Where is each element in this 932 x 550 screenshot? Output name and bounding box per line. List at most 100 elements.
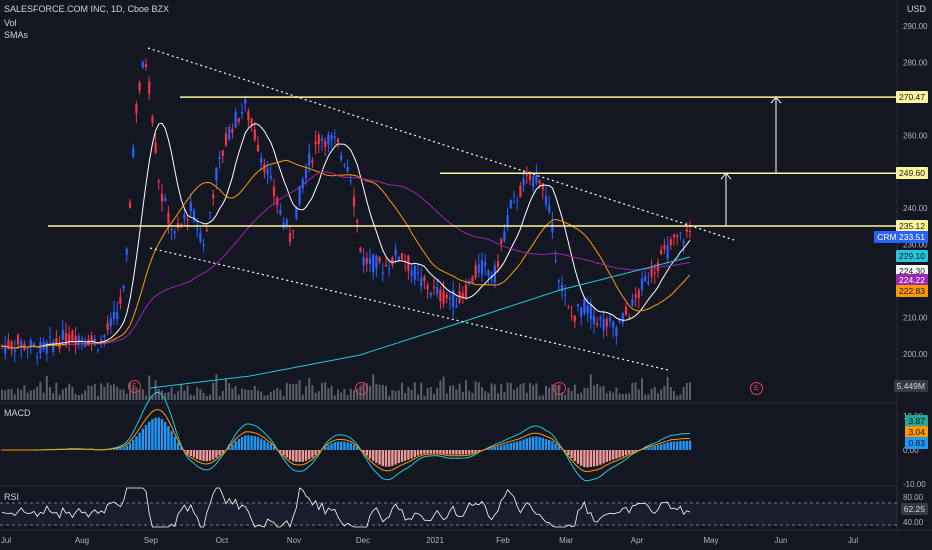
macd-histogram-bar xyxy=(372,450,375,461)
macd-histogram-bar xyxy=(135,436,138,450)
volume-bar xyxy=(260,391,263,400)
candle xyxy=(26,348,29,350)
macd-label[interactable]: MACD xyxy=(4,408,31,418)
volume-bar xyxy=(625,393,627,400)
volume-bar xyxy=(676,395,679,400)
earnings-marker[interactable]: E xyxy=(128,380,141,393)
volume-bar xyxy=(509,383,512,400)
volume-bar xyxy=(151,395,154,400)
candle xyxy=(688,230,692,232)
time-axis-tick: Jul xyxy=(848,536,858,545)
macd-histogram-bar xyxy=(605,450,608,462)
macd-histogram-bar xyxy=(551,441,554,450)
macd-histogram-bar xyxy=(148,421,151,450)
price-axis-tick: 230.00 xyxy=(903,241,928,250)
volume-bar xyxy=(173,394,176,400)
volume-bar xyxy=(333,395,336,400)
candle xyxy=(314,141,317,145)
smas-label[interactable]: SMAs xyxy=(4,30,29,40)
volume-bar xyxy=(461,392,464,400)
rsi-label[interactable]: RSI xyxy=(4,492,20,502)
earnings-marker[interactable]: E xyxy=(355,382,368,395)
candle xyxy=(45,342,48,354)
earnings-marker[interactable]: E xyxy=(553,382,566,395)
volume-bar xyxy=(145,395,147,400)
macd-value-label: 0.83 xyxy=(905,437,928,449)
candle xyxy=(228,126,231,140)
macd-histogram-bar xyxy=(237,438,240,450)
macd-histogram-bar xyxy=(109,449,112,450)
macd-histogram-bar xyxy=(384,450,388,467)
candle xyxy=(653,272,656,274)
candle xyxy=(250,118,253,127)
candle xyxy=(205,229,208,232)
volume-bar xyxy=(644,394,647,400)
macd-histogram-bar xyxy=(125,445,128,450)
candle xyxy=(586,305,589,314)
macd-histogram-bar xyxy=(228,447,231,450)
volume-bar xyxy=(452,385,455,400)
candle xyxy=(685,229,688,232)
earnings-marker[interactable]: E xyxy=(750,382,763,395)
macd-histogram-bar xyxy=(208,450,212,461)
candle xyxy=(388,268,391,270)
price-axis-tick: 290.00 xyxy=(903,22,928,31)
macd-axis-tick: 0.00 xyxy=(903,446,919,455)
volume-bar xyxy=(135,387,138,400)
volume-bar xyxy=(45,375,48,400)
rsi-line xyxy=(1,487,691,529)
candle xyxy=(365,258,368,264)
macd-histogram-bar xyxy=(279,450,282,453)
volume-bar xyxy=(484,391,487,400)
volume-bar xyxy=(116,386,119,400)
price-axis-label: 229.10 xyxy=(896,249,928,262)
macd-histogram-bar xyxy=(381,450,384,467)
macd-histogram-bar xyxy=(253,436,256,450)
candle xyxy=(256,144,260,152)
macd-histogram-bar xyxy=(688,440,692,450)
volume-bar xyxy=(564,394,567,400)
volume-bar xyxy=(525,392,528,400)
macd-histogram-bar xyxy=(522,439,525,450)
candle xyxy=(308,153,311,166)
candle xyxy=(580,307,583,317)
candle xyxy=(119,297,122,304)
macd-histogram-bar xyxy=(154,417,157,450)
price-axis-label: 224.22 xyxy=(896,273,928,286)
candle xyxy=(263,163,266,173)
volume-bar xyxy=(570,390,573,400)
candle xyxy=(448,297,452,300)
time-axis-tick: Jul xyxy=(1,536,11,545)
volume-bar xyxy=(429,387,432,400)
candle xyxy=(55,338,58,344)
volume-bar xyxy=(109,384,112,400)
volume-label[interactable]: Vol xyxy=(4,18,17,28)
macd-histogram-bar xyxy=(461,450,464,455)
candle xyxy=(541,183,544,190)
macd-histogram-bar xyxy=(138,432,141,450)
macd-histogram-bar xyxy=(621,450,624,457)
macd-histogram-bar xyxy=(528,437,532,450)
macd-histogram-bar xyxy=(192,450,196,458)
volume-bar xyxy=(404,392,407,400)
volume-bar xyxy=(164,393,167,400)
volume-bar xyxy=(42,392,45,400)
macd-histogram-bar xyxy=(410,450,413,459)
volume-bar xyxy=(657,393,659,400)
macd-histogram-bar xyxy=(426,450,429,454)
volume-bar xyxy=(55,382,58,400)
candle xyxy=(631,299,634,306)
volume-bar xyxy=(13,394,16,400)
candle xyxy=(292,230,295,232)
macd-histogram-bar xyxy=(189,450,192,457)
volume-bar xyxy=(669,387,672,400)
volume-bar xyxy=(532,385,535,400)
macd-histogram-bar xyxy=(679,441,682,450)
macd-histogram-bar xyxy=(314,450,317,456)
macd-histogram-bar xyxy=(586,450,589,468)
candle xyxy=(167,212,170,224)
macd-histogram-bar xyxy=(618,450,621,458)
macd-histogram-bar xyxy=(455,450,458,455)
macd-histogram-bar xyxy=(682,440,685,450)
